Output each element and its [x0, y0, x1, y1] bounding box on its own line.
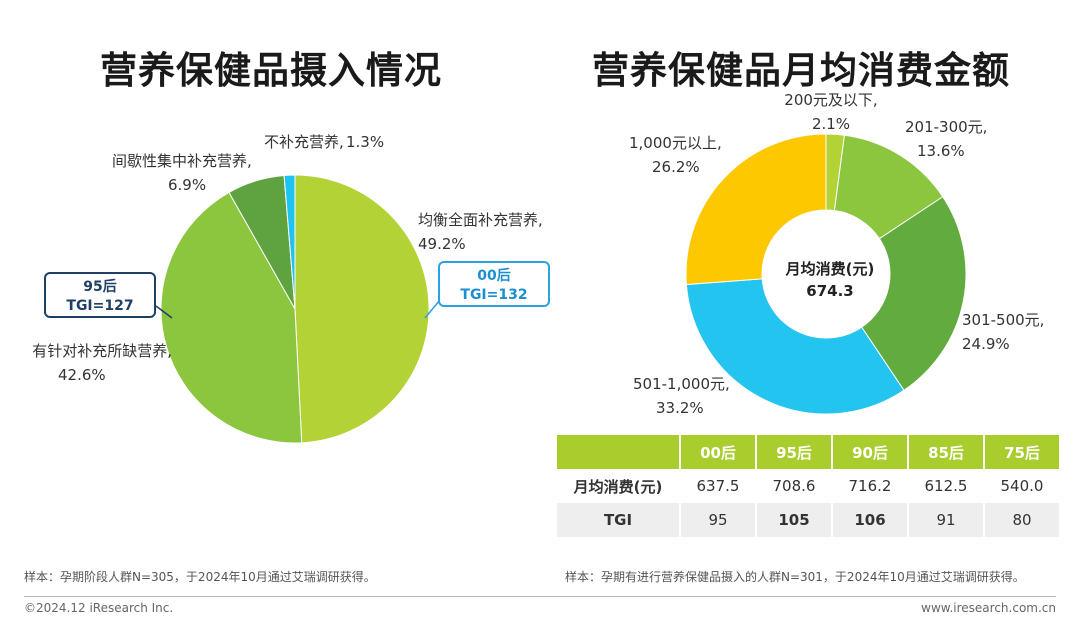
- donut-label-301-500-name: 301-500元,: [962, 311, 1045, 329]
- table-cell: 612.5: [907, 469, 983, 503]
- sample-note-left: 样本：孕期阶段人群N=305，于2024年10月通过艾瑞调研获得。: [24, 570, 376, 584]
- table-header-90: 90后: [831, 435, 907, 469]
- callout-00-pointer: [424, 299, 441, 319]
- right-chart-title: 营养保健品月均消费金额: [592, 49, 1010, 92]
- callout-00-title: 00后: [477, 268, 511, 284]
- table-cell: 91: [907, 503, 983, 537]
- donut-center-value: 674.3: [806, 282, 854, 300]
- donut-label-201-300-name: 201-300元,: [905, 118, 988, 136]
- donut-label-le200-pct: 2.1%: [811, 115, 851, 133]
- donut-slice-301-500: [860, 196, 967, 391]
- table-cell-highlight: 105: [755, 503, 831, 537]
- table-corner: [557, 435, 679, 469]
- donut-center-label: 月均消费(元): [785, 260, 875, 278]
- donut-label-201-300: 201-300元, 13.6%: [905, 115, 987, 163]
- table-header-85: 85后: [907, 435, 983, 469]
- callout-95-value: TGI=127: [66, 298, 134, 314]
- tgi-table: 00后 95后 90后 85后 75后 月均消费(元) 637.5 708.6 …: [557, 435, 1059, 537]
- donut-label-gt1000-name: 1,000元以上,: [629, 134, 722, 152]
- pie-label-balanced-pct: 49.2%: [418, 235, 466, 253]
- footer-copyright: ©2024.12 iResearch Inc.: [24, 601, 174, 615]
- pie-slice-none: [283, 174, 296, 310]
- pie-label-balanced: 均衡全面补充营养, 49.2%: [418, 208, 543, 256]
- pie-label-none-pct: 1.3%: [346, 133, 385, 151]
- sample-note-right: 样本：孕期有进行营养保健品摄入的人群N=301，于2024年10月通过艾瑞调研获…: [565, 570, 1025, 584]
- donut-slice-gt1000: [685, 133, 827, 286]
- donut-label-501-1000-name: 501-1,000元,: [633, 375, 730, 393]
- table-cell: 716.2: [831, 469, 907, 503]
- table-cell: 80: [983, 503, 1059, 537]
- footer-divider: [24, 596, 1056, 597]
- footer-website: www.iresearch.com.cn: [921, 601, 1056, 615]
- pie-slice-balanced: [294, 174, 430, 444]
- table-header-00: 00后: [679, 435, 755, 469]
- table-row-label: TGI: [557, 503, 679, 537]
- pie-label-intermittent: 间歇性集中补充营养, 6.9%: [112, 149, 252, 197]
- callout-95-tgi: 95后 TGI=127: [44, 272, 156, 318]
- callout-00-value: TGI=132: [460, 287, 528, 303]
- pie-label-intermittent-name: 间歇性集中补充营养,: [112, 152, 252, 170]
- table-row-label: 月均消费(元): [557, 469, 679, 503]
- pie-label-targeted-name: 有针对补充所缺营养,: [32, 342, 172, 360]
- table-cell: 540.0: [983, 469, 1059, 503]
- pie-label-none: 不补充营养,: [264, 133, 344, 151]
- donut-label-501-1000: 501-1,000元, 33.2%: [633, 372, 730, 420]
- table-header-95: 95后: [755, 435, 831, 469]
- donut-label-gt1000-pct: 26.2%: [652, 158, 700, 176]
- callout-95-title: 95后: [83, 279, 117, 295]
- table-cell: 708.6: [755, 469, 831, 503]
- donut-center: 月均消费(元) 674.3: [765, 258, 895, 302]
- table-cell-highlight: 106: [831, 503, 907, 537]
- pie-label-targeted-pct: 42.6%: [58, 366, 106, 384]
- callout-95-pointer: [155, 305, 173, 319]
- donut-label-301-500: 301-500元, 24.9%: [962, 308, 1044, 356]
- left-chart-title: 营养保健品摄入情况: [100, 49, 442, 92]
- donut-label-301-500-pct: 24.9%: [962, 335, 1010, 353]
- callout-00-tgi: 00后 TGI=132: [438, 261, 550, 307]
- pie-chart-intake: [160, 174, 430, 444]
- donut-label-gt1000: 1,000元以上, 26.2%: [629, 131, 722, 179]
- donut-label-le200-name: 200元及以下,: [784, 91, 878, 109]
- table-header-75: 75后: [983, 435, 1059, 469]
- donut-chart-spending: [685, 133, 967, 415]
- donut-slice-501-1000: [685, 278, 905, 415]
- donut-label-le200: 200元及以下, 2.1%: [783, 88, 879, 136]
- table-cell: 95: [679, 503, 755, 537]
- pie-label-balanced-name: 均衡全面补充营养,: [418, 211, 543, 229]
- donut-label-201-300-pct: 13.6%: [917, 142, 965, 160]
- table-row-tgi: TGI 95 105 106 91 80: [557, 503, 1059, 537]
- pie-slice-targeted: [160, 191, 303, 444]
- pie-label-intermittent-pct: 6.9%: [168, 176, 207, 194]
- table-header-row: 00后 95后 90后 85后 75后: [557, 435, 1059, 469]
- pie-label-targeted: 有针对补充所缺营养, 42.6%: [12, 339, 172, 387]
- table-cell: 637.5: [679, 469, 755, 503]
- table-row-spending: 月均消费(元) 637.5 708.6 716.2 612.5 540.0: [557, 469, 1059, 503]
- donut-label-501-1000-pct: 33.2%: [656, 399, 704, 417]
